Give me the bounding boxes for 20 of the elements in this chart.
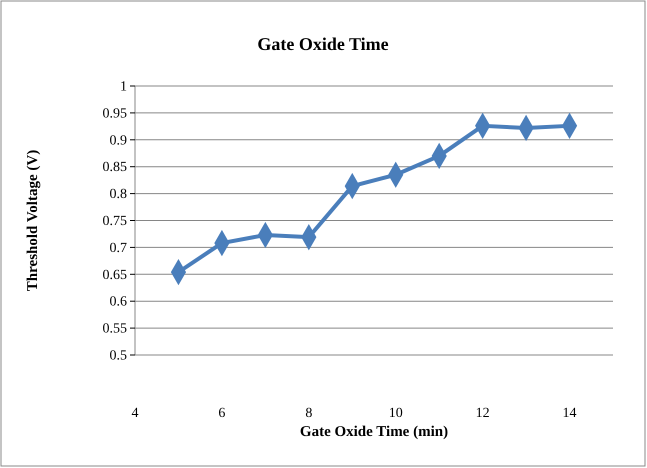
x-tick-label: 6 (218, 406, 226, 421)
y-tick-label: 0.6 (110, 294, 127, 310)
y-tick-label: 0.7 (110, 240, 127, 256)
x-axis-title: Gate Oxide Time (min) (300, 424, 448, 440)
x-tick-label: 12 (476, 406, 490, 421)
y-tick-label: 1 (120, 79, 127, 94)
x-tick-label: 4 (132, 406, 138, 421)
x-tick-label: 14 (562, 406, 577, 421)
y-axis-title: Threshold Voltage (V) (25, 150, 41, 292)
y-tick-label: 0.95 (102, 106, 127, 122)
y-tick-label: 0.65 (102, 268, 127, 283)
y-tick-label: 0.75 (102, 214, 127, 229)
y-tick-label: 0.85 (102, 160, 127, 176)
chart-title: Gate Oxide Time (257, 34, 389, 54)
y-tick-label: 0.55 (102, 322, 127, 337)
x-tick-label: 10 (388, 406, 403, 421)
y-tick-label: 0.8 (110, 187, 127, 202)
y-tick-label: 0.5 (110, 348, 127, 364)
y-tick-label: 0.9 (110, 133, 127, 148)
x-tick-label: 8 (305, 406, 312, 421)
